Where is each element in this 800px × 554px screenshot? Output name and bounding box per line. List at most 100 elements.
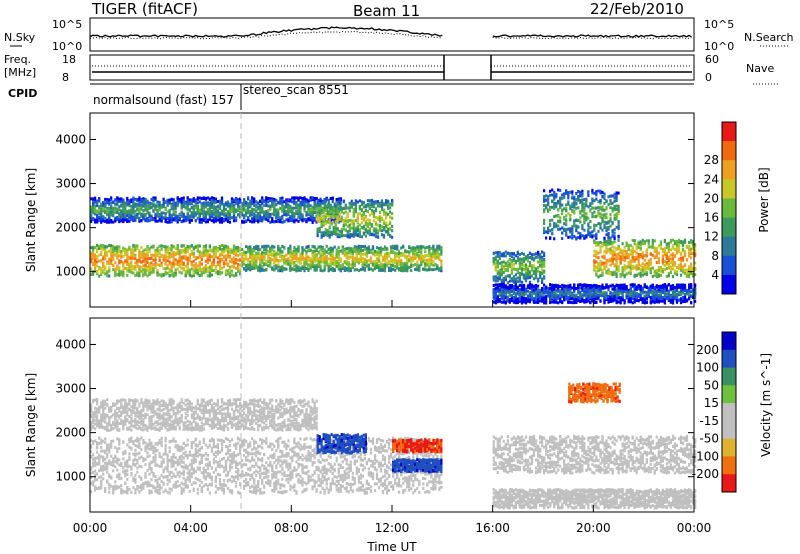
range-gate-cell bbox=[232, 200, 236, 204]
range-gate-cell bbox=[291, 267, 294, 271]
range-gate-cell bbox=[394, 256, 397, 260]
range-gate-cell bbox=[261, 266, 264, 270]
range-gate-cell bbox=[166, 198, 169, 202]
range-gate-cell bbox=[440, 252, 443, 256]
range-gate-cell bbox=[122, 209, 125, 212]
range-gate-cell bbox=[319, 252, 322, 256]
range-gate-cell bbox=[334, 204, 337, 208]
range-gate-cell bbox=[496, 279, 499, 283]
range-gate-cell bbox=[96, 200, 99, 204]
range-gate-cell bbox=[194, 219, 197, 223]
range-gate-cell bbox=[301, 254, 304, 258]
range-gate-cell bbox=[224, 254, 228, 258]
range-gate-cell bbox=[516, 269, 519, 273]
range-gate-cell bbox=[383, 263, 387, 267]
range-gate-cell bbox=[116, 273, 119, 277]
range-gate-cell bbox=[347, 261, 350, 265]
range-gate-cell bbox=[261, 198, 264, 202]
range-gate-cell bbox=[354, 228, 357, 232]
range-gate-cell bbox=[340, 234, 343, 238]
range-gate-cell bbox=[174, 204, 177, 208]
range-gate-cell bbox=[108, 206, 111, 210]
range-gate-cell bbox=[222, 265, 226, 269]
range-gate-cell bbox=[591, 191, 594, 195]
range-gate-cell bbox=[112, 211, 115, 215]
range-gate-cell bbox=[383, 254, 387, 258]
range-gate-cell bbox=[367, 259, 370, 263]
range-gate-cell bbox=[273, 213, 276, 217]
range-gate-cell bbox=[194, 268, 197, 272]
range-gate-cell bbox=[329, 259, 332, 263]
range-gate-cell bbox=[222, 246, 226, 250]
range-gate-cell bbox=[291, 209, 294, 213]
range-gate-cell bbox=[289, 261, 292, 265]
range-gate-cell bbox=[138, 198, 141, 202]
range-gate-cell bbox=[388, 254, 391, 258]
range-gate-cell bbox=[532, 271, 536, 275]
range-gate-cell bbox=[170, 273, 173, 277]
range-gate-cell bbox=[504, 254, 507, 258]
range-gate-cell bbox=[269, 257, 272, 260]
range-gate-cell bbox=[317, 259, 320, 263]
range-gate-cell bbox=[162, 273, 165, 277]
range-gate-cell bbox=[267, 216, 270, 220]
range-gate-cell bbox=[214, 200, 217, 204]
range-gate-cell bbox=[420, 250, 423, 254]
range-gate-cell bbox=[563, 228, 566, 232]
range-gate-cell bbox=[410, 260, 413, 264]
range-gate-cell bbox=[362, 227, 365, 230]
range-gate-cell bbox=[210, 210, 213, 213]
range-gate-cell bbox=[299, 203, 302, 207]
range-gate-cell bbox=[553, 215, 556, 219]
range-gate-cell bbox=[526, 256, 530, 260]
range-gate-cell bbox=[162, 267, 165, 271]
range-gate-cell bbox=[291, 213, 294, 217]
range-gate-cell bbox=[180, 220, 183, 223]
range-gate-cell bbox=[295, 210, 298, 213]
range-gate-cell bbox=[438, 255, 441, 259]
range-gate-cell bbox=[567, 202, 570, 206]
range-gate-cell bbox=[124, 249, 127, 253]
range-gate-cell bbox=[241, 213, 244, 217]
range-gate-cell bbox=[251, 210, 254, 214]
range-gate-cell bbox=[249, 205, 252, 209]
range-gate-cell bbox=[273, 253, 276, 257]
range-gate-cell bbox=[184, 274, 187, 278]
range-gate-cell bbox=[182, 199, 185, 203]
range-gate-cell bbox=[303, 257, 306, 261]
range-gate-cell bbox=[356, 229, 359, 233]
range-gate-cell bbox=[366, 222, 369, 226]
range-gate-cell bbox=[323, 250, 326, 254]
range-gate-cell bbox=[357, 269, 360, 273]
range-gate-cell bbox=[311, 220, 314, 224]
range-gate-cell bbox=[325, 260, 328, 264]
range-gate-cell bbox=[180, 255, 183, 259]
range-gate-cell bbox=[182, 250, 185, 254]
range-gate-cell bbox=[132, 249, 135, 253]
range-gate-cell bbox=[374, 216, 378, 220]
range-gate-cell bbox=[508, 275, 511, 279]
range-gate-cell bbox=[530, 268, 534, 272]
range-gate-cell bbox=[138, 250, 141, 254]
range-gate-cell bbox=[301, 256, 304, 260]
range-gate-cell bbox=[293, 252, 296, 256]
range-gate-cell bbox=[349, 263, 352, 267]
range-gate-cell bbox=[322, 220, 325, 223]
range-gate-cell bbox=[368, 199, 371, 203]
range-gate-cell bbox=[498, 273, 501, 277]
range-gate-cell bbox=[372, 200, 376, 204]
range-gate-cell bbox=[394, 258, 397, 262]
range-gate-cell bbox=[142, 254, 145, 257]
range-gate-cell bbox=[200, 207, 203, 210]
range-gate-cell bbox=[134, 273, 137, 277]
range-gate-cell bbox=[339, 267, 342, 271]
range-gate-cell bbox=[388, 260, 391, 264]
range-gate-cell bbox=[359, 245, 362, 248]
range-gate-cell bbox=[218, 254, 222, 258]
range-gate-cell bbox=[351, 252, 354, 256]
range-gate-cell bbox=[186, 260, 189, 264]
range-gate-cell bbox=[555, 194, 558, 198]
range-gate-cell bbox=[587, 229, 590, 233]
range-gate-cell bbox=[279, 199, 282, 203]
range-gate-cell bbox=[120, 212, 123, 216]
